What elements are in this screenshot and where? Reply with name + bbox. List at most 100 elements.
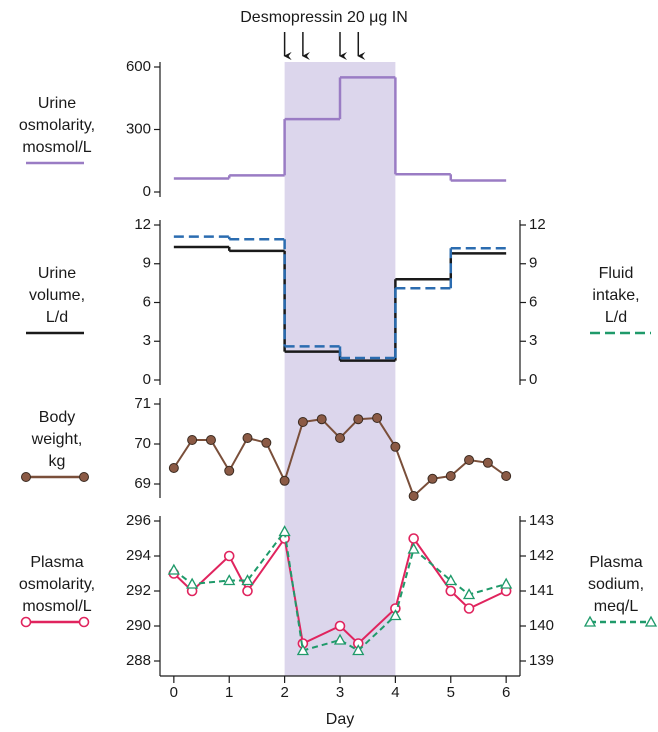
- marker: [644, 615, 658, 627]
- legend-label: meq/L: [594, 598, 639, 615]
- marker: [297, 417, 308, 427]
- y-tick-label: 140: [529, 617, 554, 634]
- marker: [167, 563, 180, 575]
- y-tick-label: 12: [134, 216, 151, 233]
- x-tick-label: 3: [336, 684, 344, 701]
- y-tick-label: 0: [143, 183, 151, 200]
- y-tick-label: 296: [126, 512, 151, 529]
- y-tick-label: 6: [143, 293, 151, 310]
- marker: [352, 644, 365, 656]
- marker: [408, 491, 419, 501]
- y-tick-label: 288: [126, 652, 151, 669]
- marker: [242, 585, 253, 597]
- marker: [463, 603, 475, 614]
- marker: [79, 472, 89, 482]
- marker: [279, 475, 290, 486]
- y-tick-label: 143: [529, 512, 554, 529]
- shaded-interval: [284, 62, 396, 676]
- legend-label: Fluid: [599, 265, 634, 282]
- y-tick-label: 600: [126, 58, 151, 75]
- marker: [187, 435, 198, 445]
- legend-label: mosmol/L: [22, 598, 91, 615]
- marker: [223, 550, 235, 562]
- marker: [296, 644, 309, 656]
- y-tick-label: 0: [529, 371, 537, 388]
- x-axis-label: Day: [326, 711, 354, 728]
- y-tick-label: 70: [134, 435, 151, 452]
- legend-label: osmolarity,: [19, 117, 95, 134]
- legend-label: osmolarity,: [19, 576, 95, 593]
- marker: [445, 585, 457, 597]
- marker: [20, 616, 32, 628]
- y-tick-label: 12: [529, 216, 546, 233]
- legend-label: Plasma: [30, 554, 83, 571]
- y-tick-label: 9: [143, 255, 151, 272]
- y-tick-label: 142: [529, 547, 554, 564]
- annotation: Desmopressin 20 μg IN: [240, 9, 408, 26]
- marker: [501, 471, 512, 481]
- marker: [334, 620, 346, 632]
- y-tick-label: 294: [126, 547, 151, 564]
- marker: [316, 414, 327, 425]
- marker: [241, 574, 254, 586]
- x-tick-label: 2: [280, 684, 288, 701]
- marker: [78, 616, 90, 628]
- x-tick-label: 1: [225, 684, 233, 701]
- legend-label: Urine: [38, 95, 76, 112]
- marker: [186, 577, 199, 589]
- marker: [408, 533, 419, 544]
- y-tick-label: 69: [134, 475, 151, 492]
- marker: [500, 577, 513, 589]
- marker: [168, 463, 179, 473]
- legend-label: Plasma: [589, 554, 642, 571]
- legend-label: weight,: [31, 431, 83, 448]
- y-tick-label: 292: [126, 582, 151, 599]
- marker: [21, 472, 31, 482]
- marker: [224, 465, 235, 476]
- legend-label: L/d: [46, 309, 68, 326]
- marker: [205, 435, 216, 445]
- marker: [583, 615, 597, 627]
- x-tick-label: 4: [391, 684, 399, 701]
- y-tick-label: 0: [143, 371, 151, 388]
- marker: [223, 574, 236, 586]
- y-tick-label: 300: [126, 120, 151, 137]
- legend-label: sodium,: [588, 576, 644, 593]
- y-tick-label: 9: [529, 255, 537, 272]
- marker: [372, 413, 383, 423]
- shade-layer: [284, 62, 396, 676]
- marker: [444, 574, 457, 586]
- marker: [389, 609, 402, 621]
- legend-label: Urine: [38, 265, 76, 282]
- x-tick-label: 0: [170, 684, 178, 701]
- legend-label: kg: [49, 453, 66, 470]
- legend-label: mosmol/L: [22, 139, 91, 156]
- marker: [261, 437, 272, 448]
- marker: [482, 457, 493, 468]
- y-tick-label: 6: [529, 293, 537, 310]
- marker: [278, 525, 291, 537]
- y-tick-label: 3: [529, 332, 537, 349]
- marker: [407, 542, 420, 554]
- marker: [335, 433, 345, 443]
- marker: [353, 414, 364, 425]
- y-tick-label: 3: [143, 332, 151, 349]
- marker: [333, 633, 347, 645]
- legend-label: Body: [39, 409, 75, 426]
- y-tick-label: 141: [529, 582, 554, 599]
- y-tick-label: 139: [529, 652, 554, 669]
- legend-label: volume,: [29, 287, 85, 304]
- legend-label: L/d: [605, 309, 627, 326]
- marker: [242, 433, 253, 443]
- y-tick-label: 71: [134, 395, 151, 412]
- x-tick-label: 6: [502, 684, 510, 701]
- legend-label: intake,: [592, 287, 639, 304]
- marker: [427, 473, 438, 484]
- x-tick-label: 5: [447, 684, 455, 701]
- marker: [464, 455, 475, 465]
- y-tick-label: 290: [126, 617, 151, 634]
- marker: [390, 441, 401, 452]
- marker: [462, 588, 476, 600]
- marker: [445, 471, 456, 481]
